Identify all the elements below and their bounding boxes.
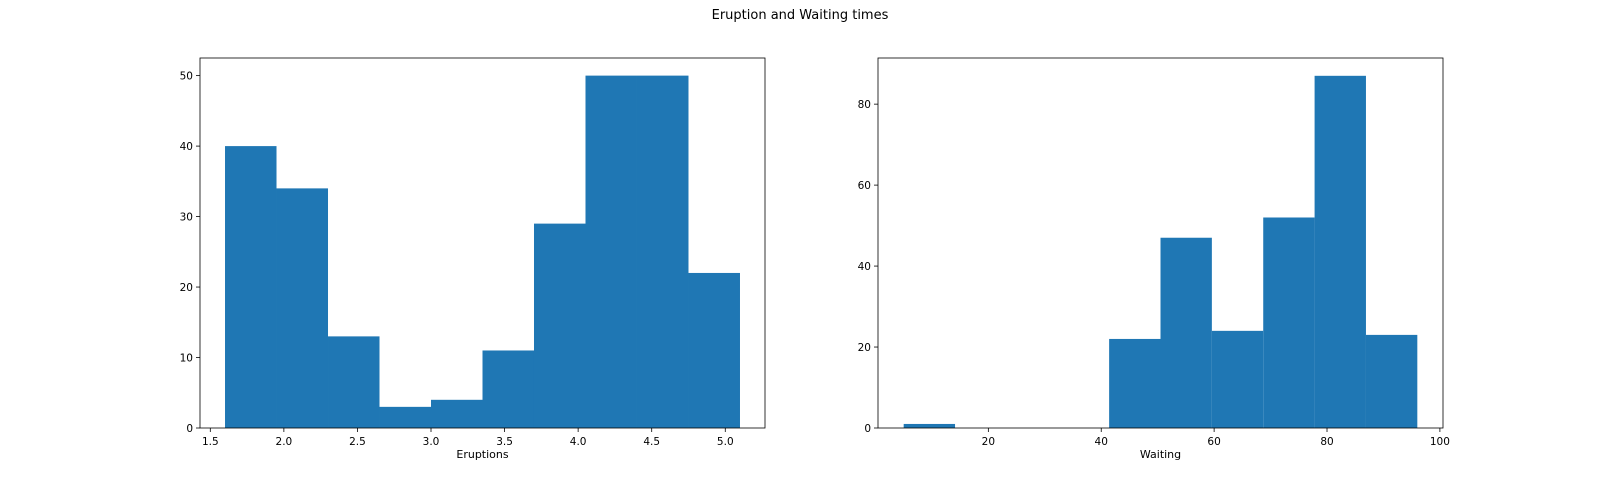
x-axis-label-2: Waiting [1140,448,1181,461]
histogram-bar-1-5 [431,399,483,428]
x-tick-label-1-1: 1.5 [202,436,219,448]
x-tick-label-1-5: 3.5 [496,436,513,448]
y-tick-label-1-6: 50 [180,70,193,82]
histogram-bar-1-1 [225,146,277,428]
x-tick-label-1-4: 3.0 [423,436,440,448]
x-tick-label-1-2: 2.0 [276,436,293,448]
histogram-bar-1-3 [328,336,380,428]
x-tick-label-1-3: 2.5 [349,436,366,448]
x-tick-label-2-1: 20 [982,436,995,448]
x-tick-label-2-5: 100 [1430,436,1450,448]
histogram-bar-2-9 [1314,75,1366,428]
y-tick-label-1-4: 30 [180,211,193,223]
y-tick-label-1-2: 10 [180,352,193,364]
y-tick-label-1-1: 0 [186,423,193,435]
histogram-bar-2-6 [1160,237,1212,428]
histogram-bar-2-8 [1263,217,1315,428]
histogram-bar-1-4 [379,406,432,428]
x-tick-label-1-8: 5.0 [717,436,734,448]
x-tick-label-1-6: 4.0 [570,436,587,448]
histogram-bar-1-2 [276,188,329,428]
figure-title: Eruption and Waiting times [711,8,889,23]
axes-frame-1 [199,57,766,429]
y-tick-label-2-2: 20 [858,342,871,354]
histogram-bar-1-8 [585,75,637,428]
histogram-bar-2-1 [903,423,956,428]
x-axis-label-1: Eruptions [456,448,508,461]
histogram-bar-1-9 [636,75,689,428]
y-tick-label-2-1: 0 [864,423,871,435]
x-tick-label-2-3: 60 [1207,436,1220,448]
x-tick-label-1-7: 4.5 [643,436,660,448]
axes-frame-2 [877,57,1444,429]
y-tick-label-2-5: 80 [858,99,871,111]
x-tick-label-2-2: 40 [1095,436,1108,448]
histogram-bar-2-10 [1365,334,1418,428]
x-tick-label-2-4: 80 [1320,436,1333,448]
y-tick-label-2-4: 60 [858,180,871,192]
histogram-bar-1-7 [533,223,586,428]
y-tick-label-1-3: 20 [180,282,193,294]
histogram-bar-2-5 [1109,338,1161,428]
histogram-bar-1-10 [688,272,740,428]
histogram-bar-1-6 [482,350,534,428]
y-tick-label-1-5: 40 [180,141,193,153]
y-tick-label-2-3: 40 [858,261,871,273]
histogram-bar-2-7 [1211,330,1264,428]
